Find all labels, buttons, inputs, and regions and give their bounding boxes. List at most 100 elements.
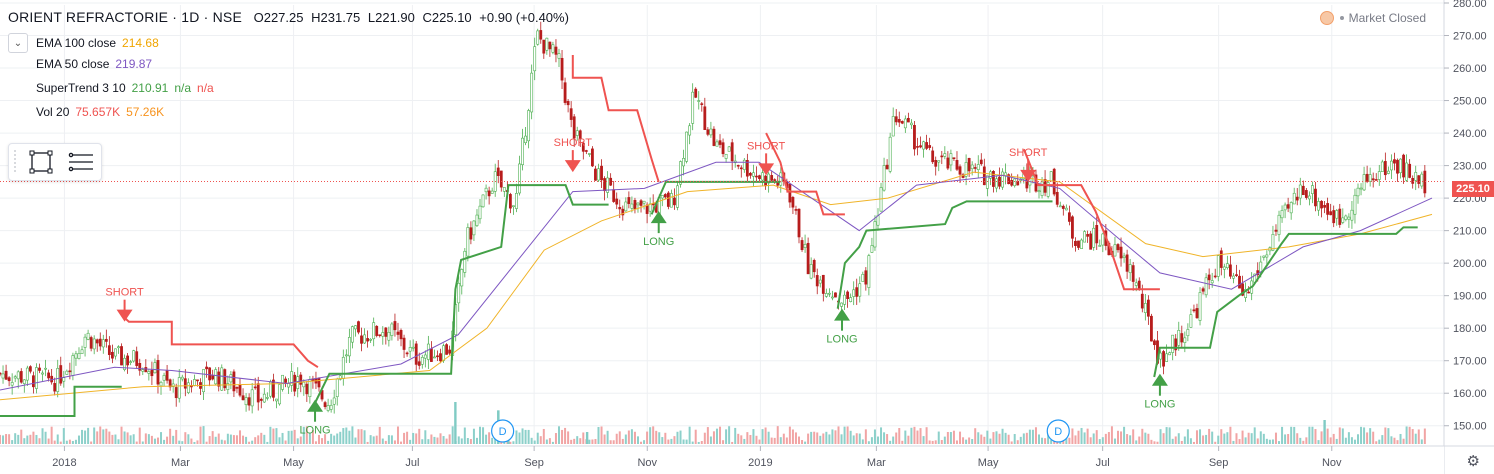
volume-bar	[485, 434, 488, 444]
volume-bar	[770, 437, 773, 444]
menu-lines-icon[interactable]	[68, 152, 93, 172]
candle-body	[1219, 250, 1223, 268]
indicator-lines	[0, 55, 1444, 417]
candle-body	[967, 157, 971, 172]
rectangle-select-icon[interactable]	[29, 150, 53, 174]
candle-body	[730, 142, 734, 162]
legend-volume[interactable]: Vol 20 75.657K 57.26K	[8, 105, 164, 119]
candle-body	[77, 353, 81, 359]
volume-bar	[1113, 438, 1116, 444]
volume-bar	[53, 440, 56, 444]
volume-bar	[907, 435, 910, 444]
volume-bar	[193, 441, 196, 444]
candle-body	[281, 374, 284, 390]
volume-bar	[1183, 436, 1186, 444]
volume-bar	[1189, 438, 1192, 444]
candle-body	[1232, 275, 1235, 279]
volume-bar	[737, 433, 740, 444]
volume-bar	[886, 434, 889, 444]
volume-bar	[1381, 435, 1384, 444]
candle-body	[1292, 192, 1296, 205]
candle-body	[761, 172, 764, 181]
volume-bar	[1296, 433, 1299, 444]
volume-bar	[430, 434, 433, 444]
candle-body	[864, 270, 868, 285]
candle-body	[414, 343, 418, 365]
volume-bar	[190, 438, 193, 444]
legend-label: EMA 50 close	[36, 57, 110, 71]
volume-bar	[931, 440, 934, 444]
candle-body	[919, 145, 922, 148]
gear-icon[interactable]: ⚙	[1466, 453, 1480, 470]
legend-ema50[interactable]: EMA 50 close 219.87	[8, 57, 152, 71]
volume-bar	[697, 441, 700, 444]
volume-bar	[35, 434, 38, 444]
candle-body	[1411, 178, 1415, 184]
candle-body	[542, 39, 546, 54]
volume-bar	[1092, 433, 1095, 444]
volume-bar	[940, 439, 943, 444]
legend-ema100[interactable]: ⌄ EMA 100 close 214.68	[8, 33, 159, 53]
candle-body	[323, 402, 327, 407]
candle-body	[135, 351, 139, 366]
candle-body	[1095, 225, 1099, 244]
supertrend-down-line	[571, 55, 660, 183]
candle-body	[13, 376, 17, 379]
candle-body	[1350, 209, 1354, 221]
x-tick-label: 2019	[748, 457, 772, 469]
candle-body	[1238, 275, 1241, 289]
volume-bar	[409, 439, 412, 444]
candle-body	[159, 381, 163, 387]
volume-bar	[567, 431, 570, 444]
volume-bar	[1208, 428, 1211, 444]
candle-body	[1304, 190, 1308, 198]
volume-bar	[153, 438, 156, 444]
symbol-title[interactable]: ORIENT REFRACTORIE · 1D · NSE	[8, 9, 242, 25]
candle-body	[183, 378, 187, 389]
volume-bar	[700, 441, 703, 444]
candle-body	[508, 194, 512, 209]
volume-bar	[1214, 441, 1217, 444]
candle-body	[156, 360, 160, 385]
candle-body	[603, 178, 606, 192]
candle-body	[943, 153, 947, 157]
candle-body	[703, 106, 707, 130]
candle-body	[1286, 204, 1290, 209]
candle-body	[858, 283, 862, 297]
volume-bar	[1220, 429, 1223, 444]
volume-bar	[1405, 426, 1408, 444]
candle-body	[259, 398, 263, 401]
volume-bar	[779, 437, 782, 444]
volume-bar	[469, 439, 472, 444]
candle-body	[1417, 175, 1421, 184]
candle-body	[1080, 239, 1083, 249]
volume-bar	[181, 441, 184, 444]
volume-bar	[1174, 436, 1177, 444]
volume-bar	[1007, 434, 1010, 444]
volume-bar	[62, 428, 65, 444]
volume-bar	[548, 438, 551, 444]
volume-bar	[658, 432, 661, 444]
chevron-down-icon[interactable]: ⌄	[8, 33, 28, 53]
candle-body	[478, 205, 482, 220]
candle-body	[1377, 171, 1381, 180]
volume-bar	[1232, 440, 1235, 444]
volume-bar	[761, 429, 764, 444]
candle-body	[256, 383, 260, 403]
candle-body	[1301, 185, 1305, 196]
market-status[interactable]: Market Closed	[1319, 11, 1426, 25]
candle-body	[117, 346, 120, 349]
volume-bar	[248, 441, 251, 444]
candle-body	[107, 345, 111, 355]
candle-body	[673, 197, 676, 206]
candle-body	[111, 351, 114, 359]
volume-bar	[239, 430, 242, 444]
legend-supertrend[interactable]: SuperTrend 3 10 210.91 n/a n/a	[8, 81, 214, 95]
volume-bar	[412, 432, 415, 444]
candle-body	[329, 404, 333, 410]
volume-bar	[442, 436, 445, 444]
candle-body	[621, 208, 625, 216]
volume-bar	[47, 438, 50, 444]
volume-bar	[509, 441, 512, 444]
